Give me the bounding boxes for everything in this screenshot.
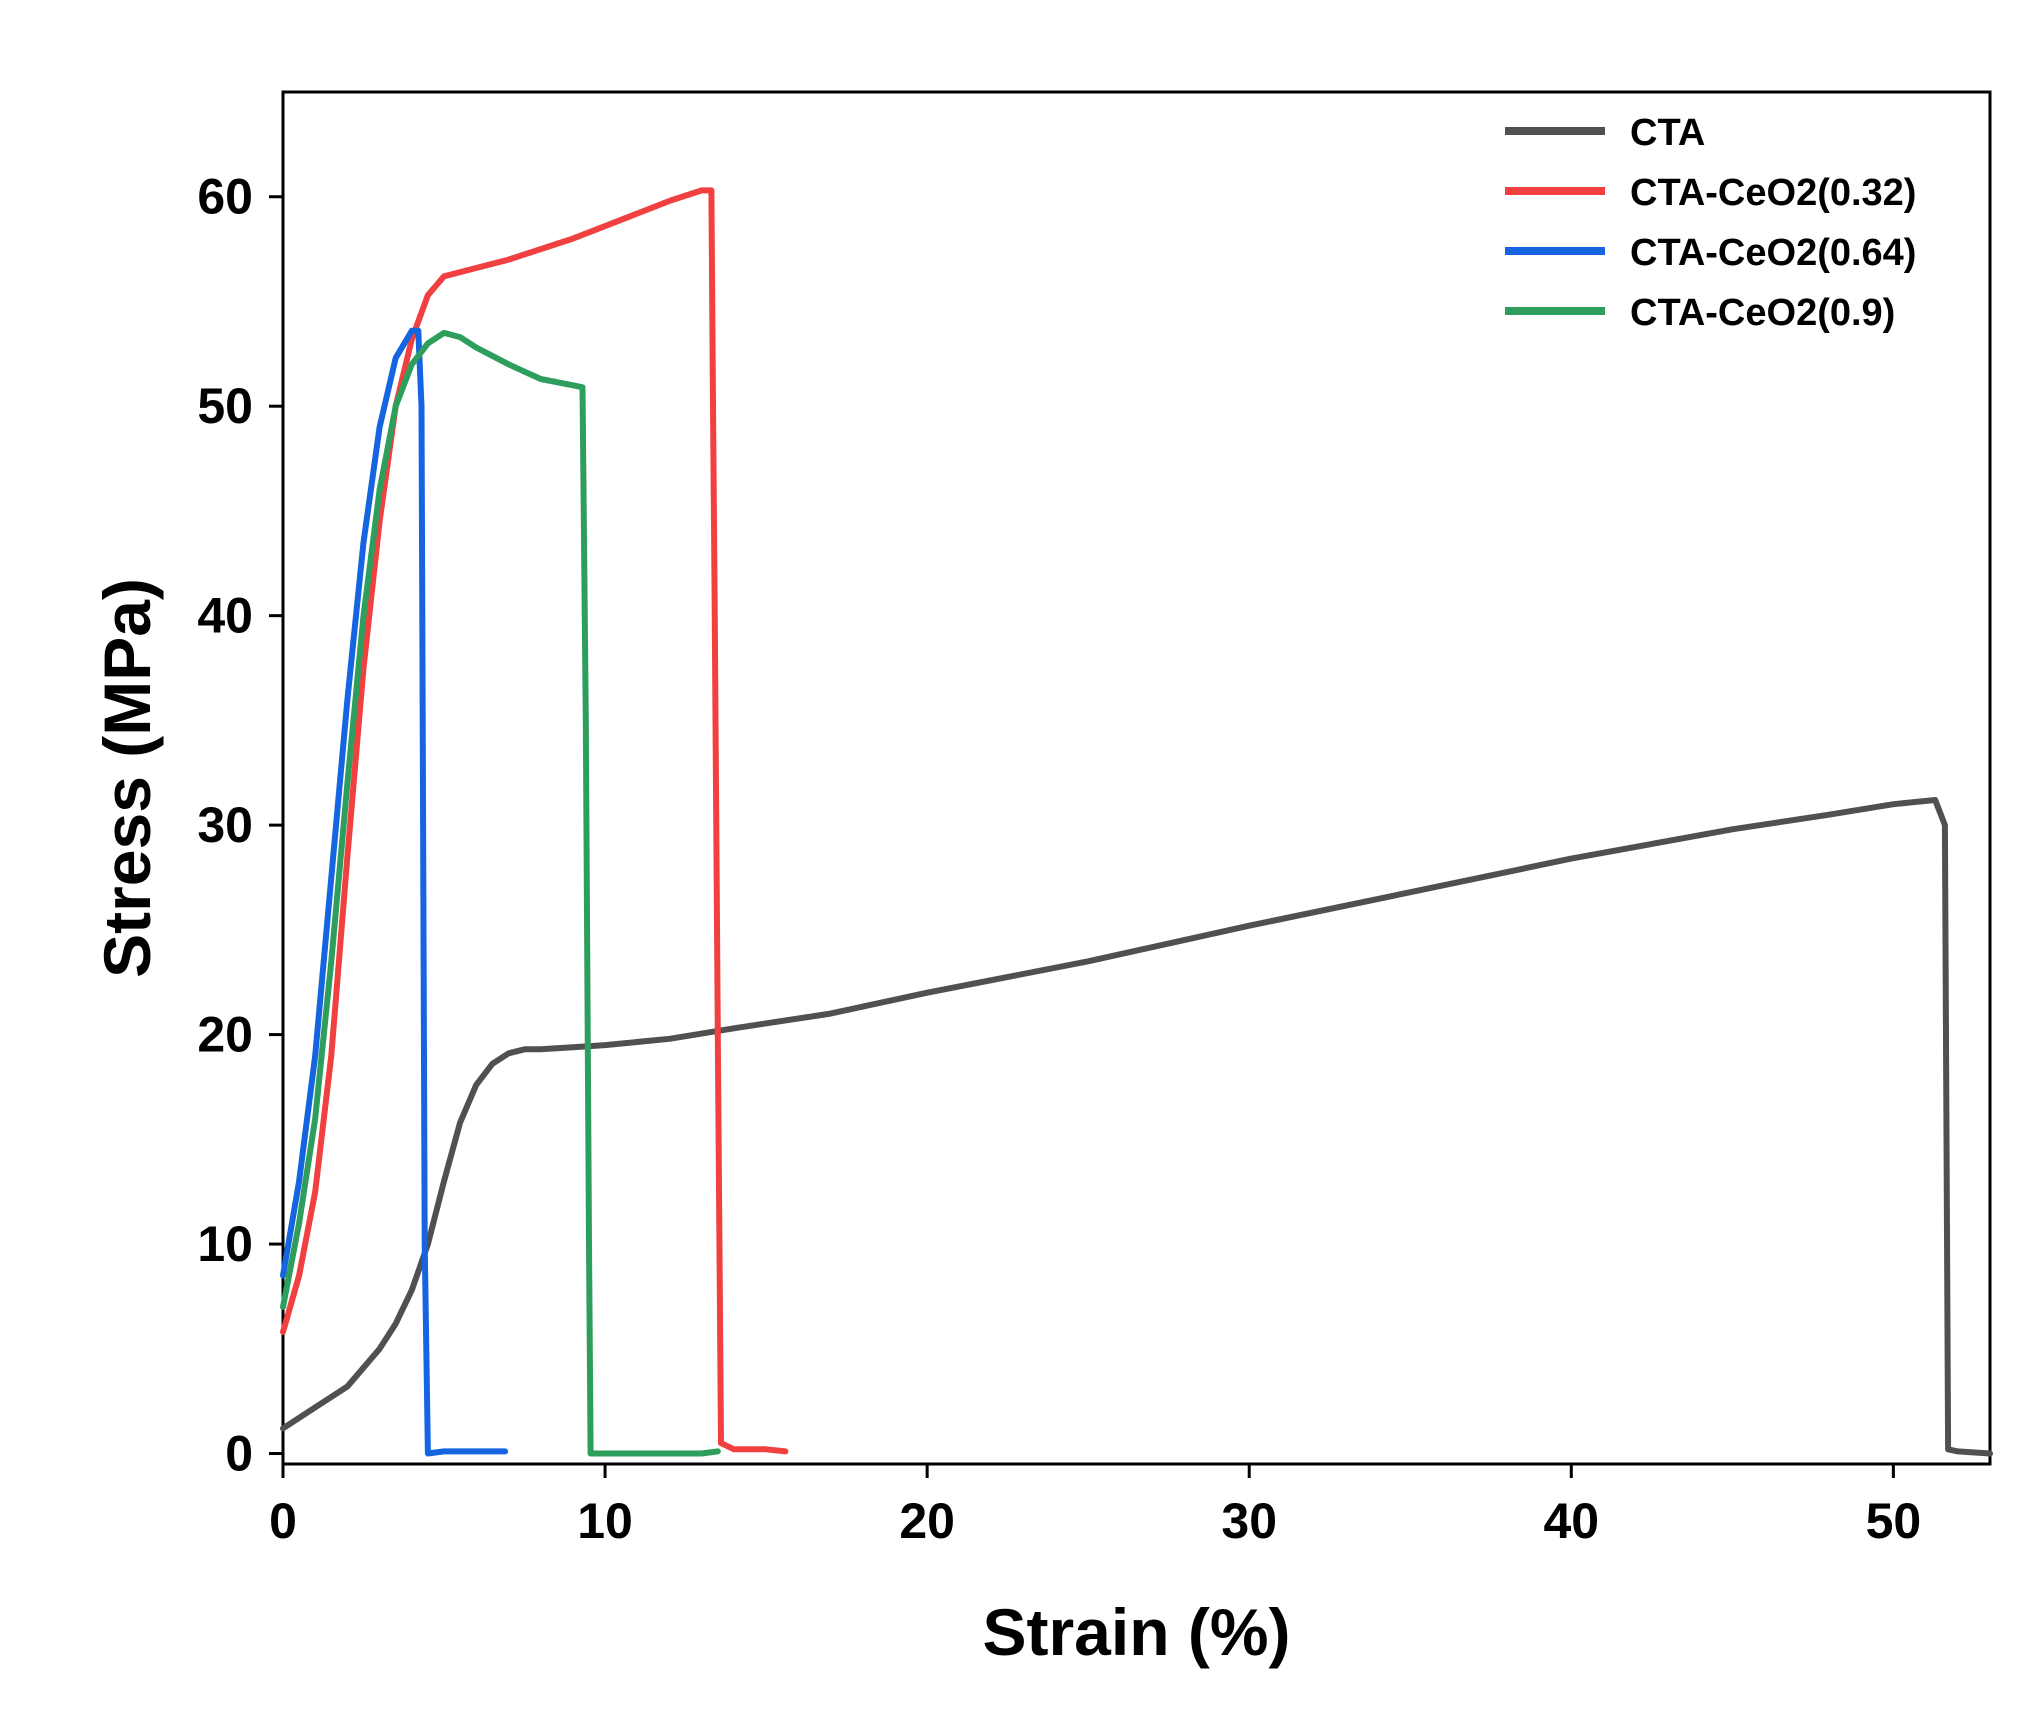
y-tick-label: 50: [197, 378, 253, 434]
plot-frame: [281, 90, 1992, 1466]
x-axis-title: Strain (%): [982, 1595, 1290, 1669]
y-tick-label: 10: [197, 1216, 253, 1272]
legend-label-3: CTA-CeO2(0.9): [1630, 292, 1895, 334]
y-tick-label: 60: [197, 169, 253, 225]
y-tick-label: 20: [197, 1007, 253, 1063]
y-axis-ticks: 0 10 20 30 40 50 60: [197, 169, 283, 1482]
x-axis-ticks: 0 10 20 30 40 50: [269, 1464, 1921, 1549]
x-tick-label: 0: [269, 1493, 297, 1549]
legend-label-1: CTA-CeO2(0.32): [1630, 172, 1916, 214]
series-line-1: [280, 187, 789, 1455]
y-tick-label: 0: [225, 1426, 253, 1482]
x-tick-label: 30: [1221, 1493, 1277, 1549]
x-tick-label: 40: [1543, 1493, 1599, 1549]
y-tick-label: 30: [197, 797, 253, 853]
legend: CTA CTA-CeO2(0.32) CTA-CeO2(0.64) CTA-CeO2(…: [1505, 112, 1916, 334]
legend-label-2: CTA-CeO2(0.64): [1630, 232, 1916, 274]
x-tick-label: 50: [1866, 1493, 1922, 1549]
y-tick-label: 40: [197, 588, 253, 644]
legend-label-0: CTA: [1630, 112, 1705, 154]
x-tick-label: 20: [899, 1493, 955, 1549]
series-layer: [280, 187, 1993, 1457]
y-axis-title: Stress (MPa): [90, 578, 164, 978]
series-line-0: [280, 797, 1993, 1457]
series-line-3: [280, 329, 721, 1457]
series-line-2: [280, 327, 509, 1457]
x-tick-label: 10: [577, 1493, 633, 1549]
